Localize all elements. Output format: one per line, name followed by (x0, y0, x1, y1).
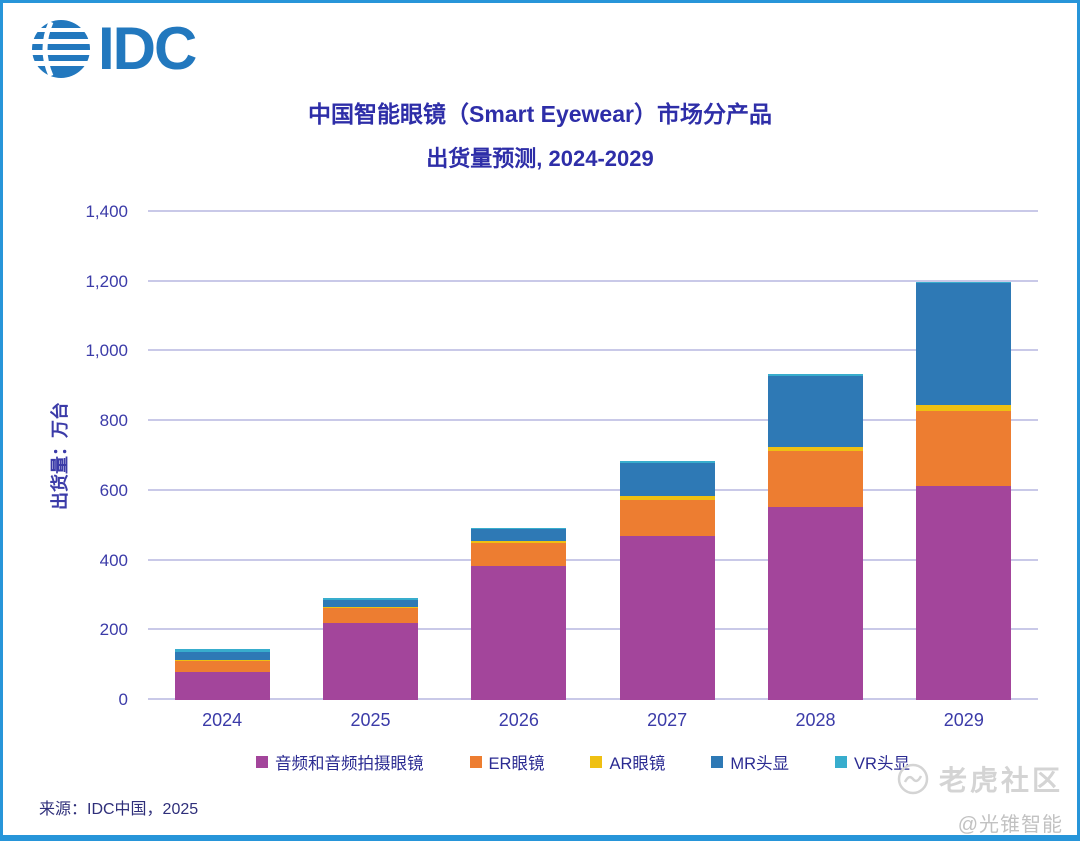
bar-segment-2029-MR头显 (916, 283, 1012, 406)
x-label-2025: 2025 (350, 710, 391, 730)
y-tick-200: 200 (99, 620, 128, 640)
legend-label: VR头显 (854, 755, 910, 773)
bar-series (148, 212, 1038, 700)
bar-segment-2028-音频和音频拍摄眼镜 (767, 506, 863, 700)
bar-segment-2025-音频和音频拍摄眼镜 (322, 623, 418, 700)
y-tick-1200: 1,200 (85, 271, 128, 291)
bar-segment-2026-MR头显 (471, 529, 567, 542)
y-tick-800: 800 (99, 411, 128, 431)
bar-segment-2029-AR眼镜 (916, 405, 1012, 411)
bar-2025 (322, 597, 418, 700)
gridline-200 (148, 628, 1038, 631)
gridline-1200 (148, 279, 1038, 282)
bar-segment-2024-MR头显 (174, 651, 270, 661)
bar-segment-2024-VR头显 (174, 648, 270, 652)
bar-segment-2026-音频和音频拍摄眼镜 (471, 565, 567, 700)
y-tick-400: 400 (99, 550, 128, 570)
bar-segment-2028-AR眼镜 (767, 447, 863, 451)
bar-segment-2024-AR眼镜 (174, 660, 270, 661)
legend-item-ER眼镜: ER眼镜 (469, 750, 545, 774)
bar-segment-2027-AR眼镜 (619, 496, 715, 500)
y-tick-0: 0 (118, 690, 128, 709)
idc-logo-text: IDC (98, 15, 197, 82)
bar-segment-2027-音频和音频拍摄眼镜 (619, 536, 715, 700)
legend-item-VR头显: VR头显 (835, 750, 910, 774)
legend-swatch-icon (590, 756, 603, 768)
gridline-800 (148, 419, 1038, 422)
y-tick-1000: 1,000 (85, 341, 128, 361)
bar-2029 (916, 281, 1012, 700)
bar-segment-2026-ER眼镜 (471, 543, 567, 566)
legend-label: 音频和音频拍摄眼镜 (275, 755, 424, 773)
idc-logo: IDC (29, 15, 197, 82)
bar-segment-2024-音频和音频拍摄眼镜 (174, 672, 270, 700)
idc-globe-icon (29, 20, 93, 78)
gridline-1000 (148, 349, 1038, 352)
plot-area (148, 210, 1038, 700)
bar-2027 (619, 461, 715, 700)
source-note: 来源：IDC中国，2025 (39, 801, 199, 818)
y-tick-1400: 1,400 (85, 202, 128, 221)
legend-label: ER眼镜 (488, 755, 545, 773)
bar-segment-2027-VR头显 (619, 461, 715, 463)
bar-2028 (767, 374, 863, 700)
bar-segment-2029-VR头显 (916, 281, 1012, 284)
bar-segment-2025-VR头显 (322, 597, 418, 600)
watermark: 老虎社区 @光锥智能 (896, 759, 1063, 836)
watermark-handle: @光锥智能 (957, 814, 1063, 836)
chart-title: 中国智能眼镜（Smart Eyewear）市场分产品 出货量预测, 2024-2… (3, 95, 1077, 173)
bar-segment-2026-AR眼镜 (471, 541, 567, 544)
legend-swatch-icon (469, 756, 482, 768)
legend-swatch-icon (835, 756, 848, 768)
gridline-600 (148, 488, 1038, 491)
gridline-400 (148, 558, 1038, 561)
x-label-2027: 2027 (647, 710, 688, 730)
legend-label: MR头显 (730, 755, 790, 773)
gridline-0 (148, 698, 1038, 700)
bar-segment-2025-MR头显 (322, 599, 418, 607)
gridline-1400 (148, 210, 1038, 212)
tiger-logo-icon (897, 763, 929, 795)
x-axis-labels: 2024 2025 2026 2027 2028 2029 (148, 710, 1038, 731)
y-axis: 0 200 400 600 800 1,000 1,200 1,400 (53, 202, 138, 709)
bar-segment-2028-VR头显 (767, 374, 863, 376)
legend-item-AR眼镜: AR眼镜 (590, 750, 665, 774)
bar-segment-2025-AR眼镜 (322, 606, 418, 608)
bar-segment-2027-ER眼镜 (619, 499, 715, 537)
legend-label: AR眼镜 (609, 755, 666, 773)
x-label-2026: 2026 (498, 710, 539, 730)
bar-2024 (174, 648, 270, 700)
bar-segment-2025-ER眼镜 (322, 607, 418, 624)
bar-2026 (471, 527, 567, 700)
bar-segment-2028-MR头显 (767, 375, 863, 448)
legend-item-MR头显: MR头显 (711, 750, 789, 774)
bar-segment-2028-ER眼镜 (767, 450, 863, 507)
x-label-2024: 2024 (202, 710, 243, 730)
bar-segment-2027-MR头显 (619, 462, 715, 497)
bar-segment-2024-ER眼镜 (174, 660, 270, 673)
legend: 音频和音频拍摄眼镜 ER眼镜 AR眼镜 MR头显 VR头显 (123, 750, 1043, 774)
watermark-brand: 老虎社区 (938, 765, 1063, 796)
legend-swatch-icon (711, 756, 724, 768)
chart-title-line2: 出货量预测, 2024-2029 (426, 146, 654, 171)
chart-title-line1: 中国智能眼镜（Smart Eyewear）市场分产品 (308, 101, 772, 127)
x-label-2028: 2028 (795, 710, 836, 730)
bar-segment-2029-ER眼镜 (916, 410, 1012, 486)
legend-item-音频和音频拍摄眼镜: 音频和音频拍摄眼镜 (256, 750, 424, 774)
bar-segment-2029-音频和音频拍摄眼镜 (916, 485, 1012, 700)
y-tick-600: 600 (99, 480, 128, 500)
bar-segment-2026-VR头显 (471, 527, 567, 530)
x-label-2029: 2029 (943, 710, 984, 730)
legend-swatch-icon (256, 756, 269, 768)
